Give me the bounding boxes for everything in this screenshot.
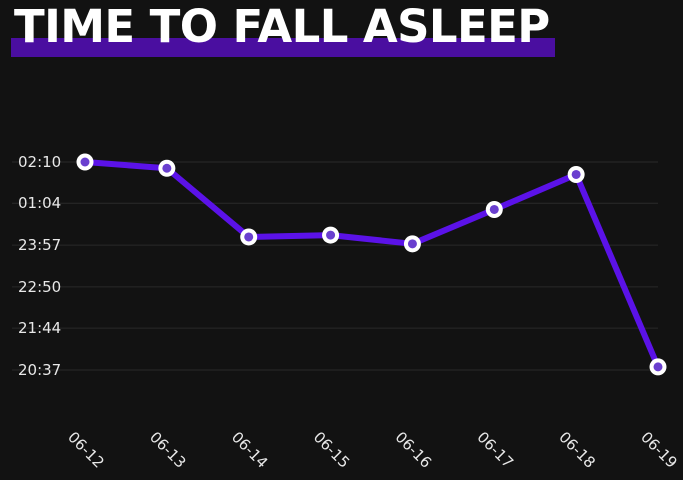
data-point-dot — [80, 157, 90, 167]
data-point — [322, 226, 340, 244]
x-tick-label: 06-15 — [310, 428, 354, 472]
data-point — [158, 159, 176, 177]
data-point-dot — [326, 230, 336, 240]
chart-title: TIME TO FALL ASLEEP — [14, 0, 550, 53]
series-polyline — [82, 159, 661, 370]
x-tick-label: 06-14 — [228, 428, 272, 472]
data-point — [76, 153, 94, 171]
data-point — [240, 228, 258, 246]
data-point-dot — [571, 169, 581, 179]
data-point-dot — [162, 163, 172, 173]
series-line — [82, 159, 661, 370]
x-tick-label: 06-18 — [555, 428, 599, 472]
data-point — [567, 165, 585, 183]
y-tick-label: 01:04 — [18, 194, 61, 212]
data-point-dot — [407, 239, 417, 249]
data-point-dot — [489, 204, 499, 214]
data-point — [649, 358, 667, 376]
x-tick-label: 06-13 — [146, 428, 190, 472]
y-tick-label: 21:44 — [18, 319, 61, 337]
title-underline-bar — [11, 38, 555, 57]
grid-lines — [12, 161, 658, 371]
data-point-dot — [653, 362, 663, 372]
y-tick-label: 20:37 — [18, 361, 61, 379]
chart-title-block: TIME TO FALL ASLEEP — [11, 0, 556, 60]
series-markers — [76, 153, 667, 376]
y-axis-ticks: 20:37 21:44 22:50 23:57 01:04 02:10 — [18, 153, 61, 379]
x-tick-label: 06-17 — [473, 428, 517, 472]
x-axis-ticks: 06-12 06-13 06-14 06-15 06-16 06-17 06-18 06-19 — [64, 428, 681, 472]
x-tick-label: 06-19 — [637, 428, 681, 472]
data-point-dot — [244, 232, 254, 242]
data-point — [403, 235, 421, 253]
y-tick-label: 22:50 — [18, 278, 61, 296]
y-tick-label: 23:57 — [18, 236, 61, 254]
x-tick-label: 06-16 — [392, 428, 436, 472]
y-tick-label: 02:10 — [18, 153, 61, 171]
data-point — [485, 200, 503, 218]
x-tick-label: 06-12 — [64, 428, 108, 472]
